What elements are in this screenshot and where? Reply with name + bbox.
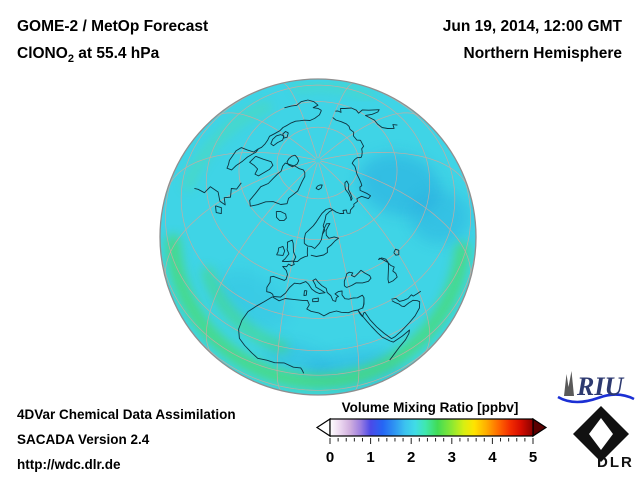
- species-subscript: 2: [67, 53, 74, 66]
- attribution-url: http://wdc.dlr.de: [17, 457, 121, 472]
- colorbar-gradient: [329, 418, 534, 437]
- dlr-text: DLR: [597, 454, 634, 470]
- colorbar-tick-label: 4: [488, 449, 497, 466]
- riu-text: RIU: [576, 372, 624, 401]
- colorbar-tick-label: 1: [366, 449, 374, 466]
- riu-wave-icon: [557, 393, 635, 404]
- forecast-datetime: Jun 19, 2014, 12:00 GMT: [442, 18, 622, 35]
- colorbar-tick-label: 2: [407, 449, 415, 466]
- instrument-title: GOME-2 / MetOp Forecast: [17, 18, 209, 35]
- attribution-line2: SACADA Version 2.4: [17, 432, 150, 447]
- hemisphere-label: Northern Hemisphere: [463, 45, 622, 62]
- dlr-emblem-icon: [573, 406, 629, 462]
- hemisphere-map-container: [158, 77, 478, 397]
- colorbar-title: Volume Mixing Ratio [ppbv]: [341, 400, 519, 415]
- plot-datetime-block: Jun 19, 2014, 12:00 GMT Northern Hemisph…: [443, 13, 622, 67]
- hemisphere-map: [159, 78, 477, 396]
- colorbar-tick-label: 3: [448, 449, 456, 466]
- colorbar: 0 1 2 3 4 5: [315, 417, 548, 466]
- colorbar-tick-label: 5: [529, 449, 537, 466]
- species-level-title: ClONO2 at 55.4 hPa: [17, 40, 208, 73]
- coastlines: [194, 99, 422, 374]
- attribution-block: 4DVar Chemical Data Assimilation SACADA …: [17, 402, 236, 477]
- plot-title-block: GOME-2 / MetOp Forecast ClONO2 at 55.4 h…: [17, 13, 208, 73]
- attribution-line1: 4DVar Chemical Data Assimilation: [17, 407, 236, 422]
- colorbar-under-arrow: [315, 417, 331, 438]
- dlr-logo: DLR: [573, 406, 634, 471]
- species-name: ClONO: [17, 45, 68, 62]
- colorbar-tick-label: 0: [326, 449, 334, 466]
- riu-logo: RIU: [557, 371, 635, 404]
- colorbar-ticks: [329, 438, 534, 444]
- colorbar-container: 0 1 2 3 4 5: [312, 415, 550, 472]
- pressure-level: at 55.4 hPa: [73, 45, 160, 62]
- graticule: [160, 79, 476, 391]
- globe-limb: [159, 78, 477, 396]
- riu-logo-container: RIU: [556, 368, 636, 411]
- colorbar-over-arrow: [532, 417, 548, 438]
- cathedral-icon: [564, 371, 574, 396]
- dlr-logo-container: DLR: [570, 404, 636, 475]
